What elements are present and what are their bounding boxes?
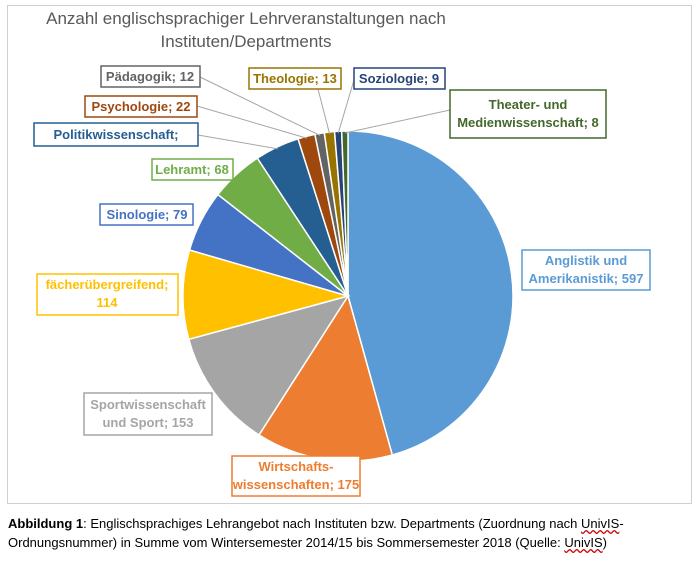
leader-line [197,134,278,150]
data-label: Sportwissenschaft [90,397,206,412]
chart-title-line: Anzahl englischsprachiger Lehrveranstalt… [46,9,446,28]
data-label: Amerikanistik; 597 [529,271,644,286]
data-label-box [521,249,651,291]
data-label-box [100,65,201,88]
data-label-box [99,203,194,226]
data-label-box [151,158,234,181]
data-label-box [33,122,199,147]
figure-caption: Abbildung 1: Englischsprachiges Lehrange… [8,514,688,552]
caption-univis-2: UnivIS [564,535,603,550]
data-label: Sinologie; 79 [107,207,188,222]
data-label: und Sport; 153 [102,415,193,430]
leader-line [344,109,451,134]
data-label-box [248,67,342,90]
data-label: wissenschaften; 175 [232,477,359,492]
data-label-box [231,455,361,497]
data-label-box [83,392,213,436]
data-label-box [353,67,446,90]
data-label: Wirtschafts- [258,459,333,474]
pie-slice [187,294,350,436]
data-label: Lehramt; 68 [155,162,229,177]
data-label: Anglistik und [545,253,627,268]
leader-line [199,76,321,136]
leader-line [337,79,355,134]
leader-line [196,105,308,139]
data-label-box [449,89,607,139]
caption-label: Abbildung 1 [8,516,84,531]
pie-slice [182,249,351,341]
leader-line [317,88,331,135]
data-label-box [84,95,198,118]
data-label: fächerübergreifend; [46,277,169,292]
pie-slice [340,130,349,297]
data-label: Medienwissenschaft; 8 [457,115,599,130]
caption-text-3: ) [602,535,607,550]
data-label: 114 [97,295,119,310]
data-label: Pädagogik; 12 [106,69,194,84]
caption-text-1: : Englischsprachiges Lehrangebot nach In… [83,516,582,531]
data-label-box [36,273,179,316]
pie-chart: Anzahl englischsprachiger Lehrveranstalt… [33,9,651,497]
caption-text-2: -Ordnungsnummer) in Summe vom Winterseme… [8,516,624,550]
data-label: Politikwissenschaft; [54,127,179,142]
chart-title-line: Instituten/Departments [160,32,331,51]
data-label: Theater- und [489,97,568,112]
data-label: Soziologie; 9 [359,71,439,86]
caption-univis-1: UnivIS [581,516,620,531]
pie-slice [347,130,514,456]
data-label: Theologie; 13 [253,71,337,86]
data-label: Psychologie; 22 [92,99,191,114]
